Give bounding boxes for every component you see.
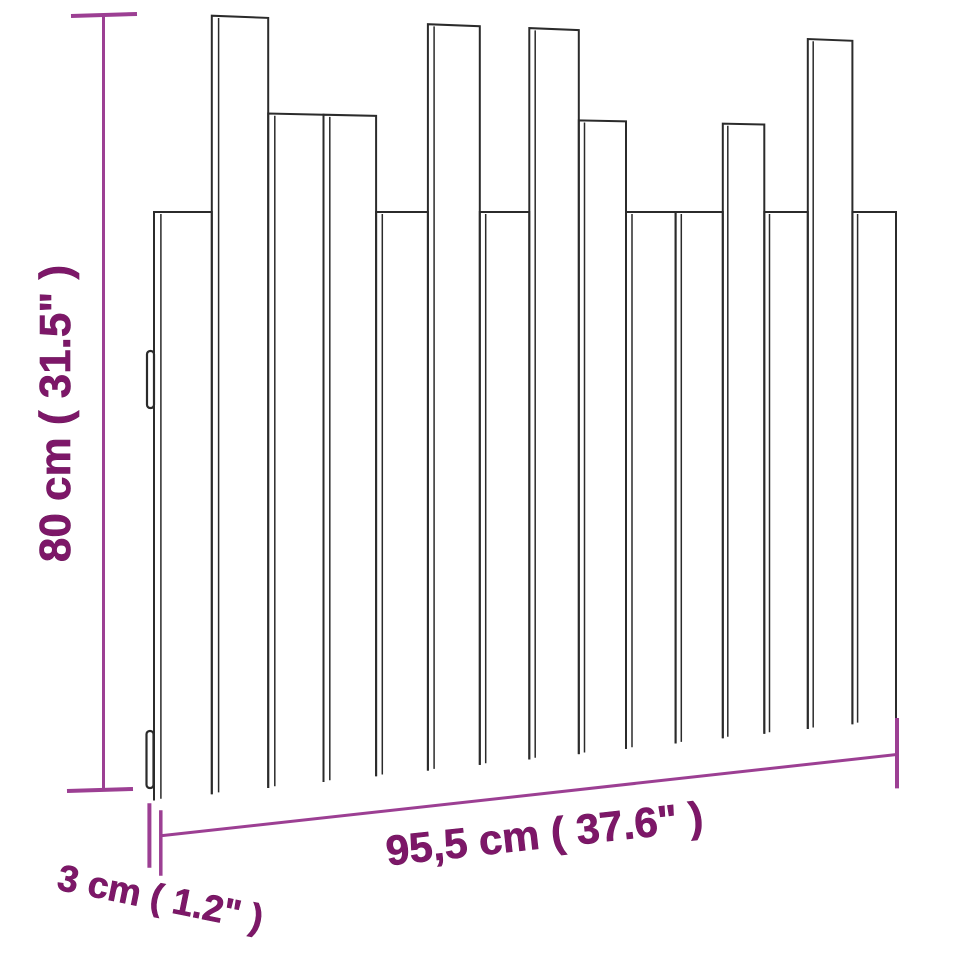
- svg-text:80 cm ( 31.5" ): 80 cm ( 31.5" ): [31, 265, 80, 562]
